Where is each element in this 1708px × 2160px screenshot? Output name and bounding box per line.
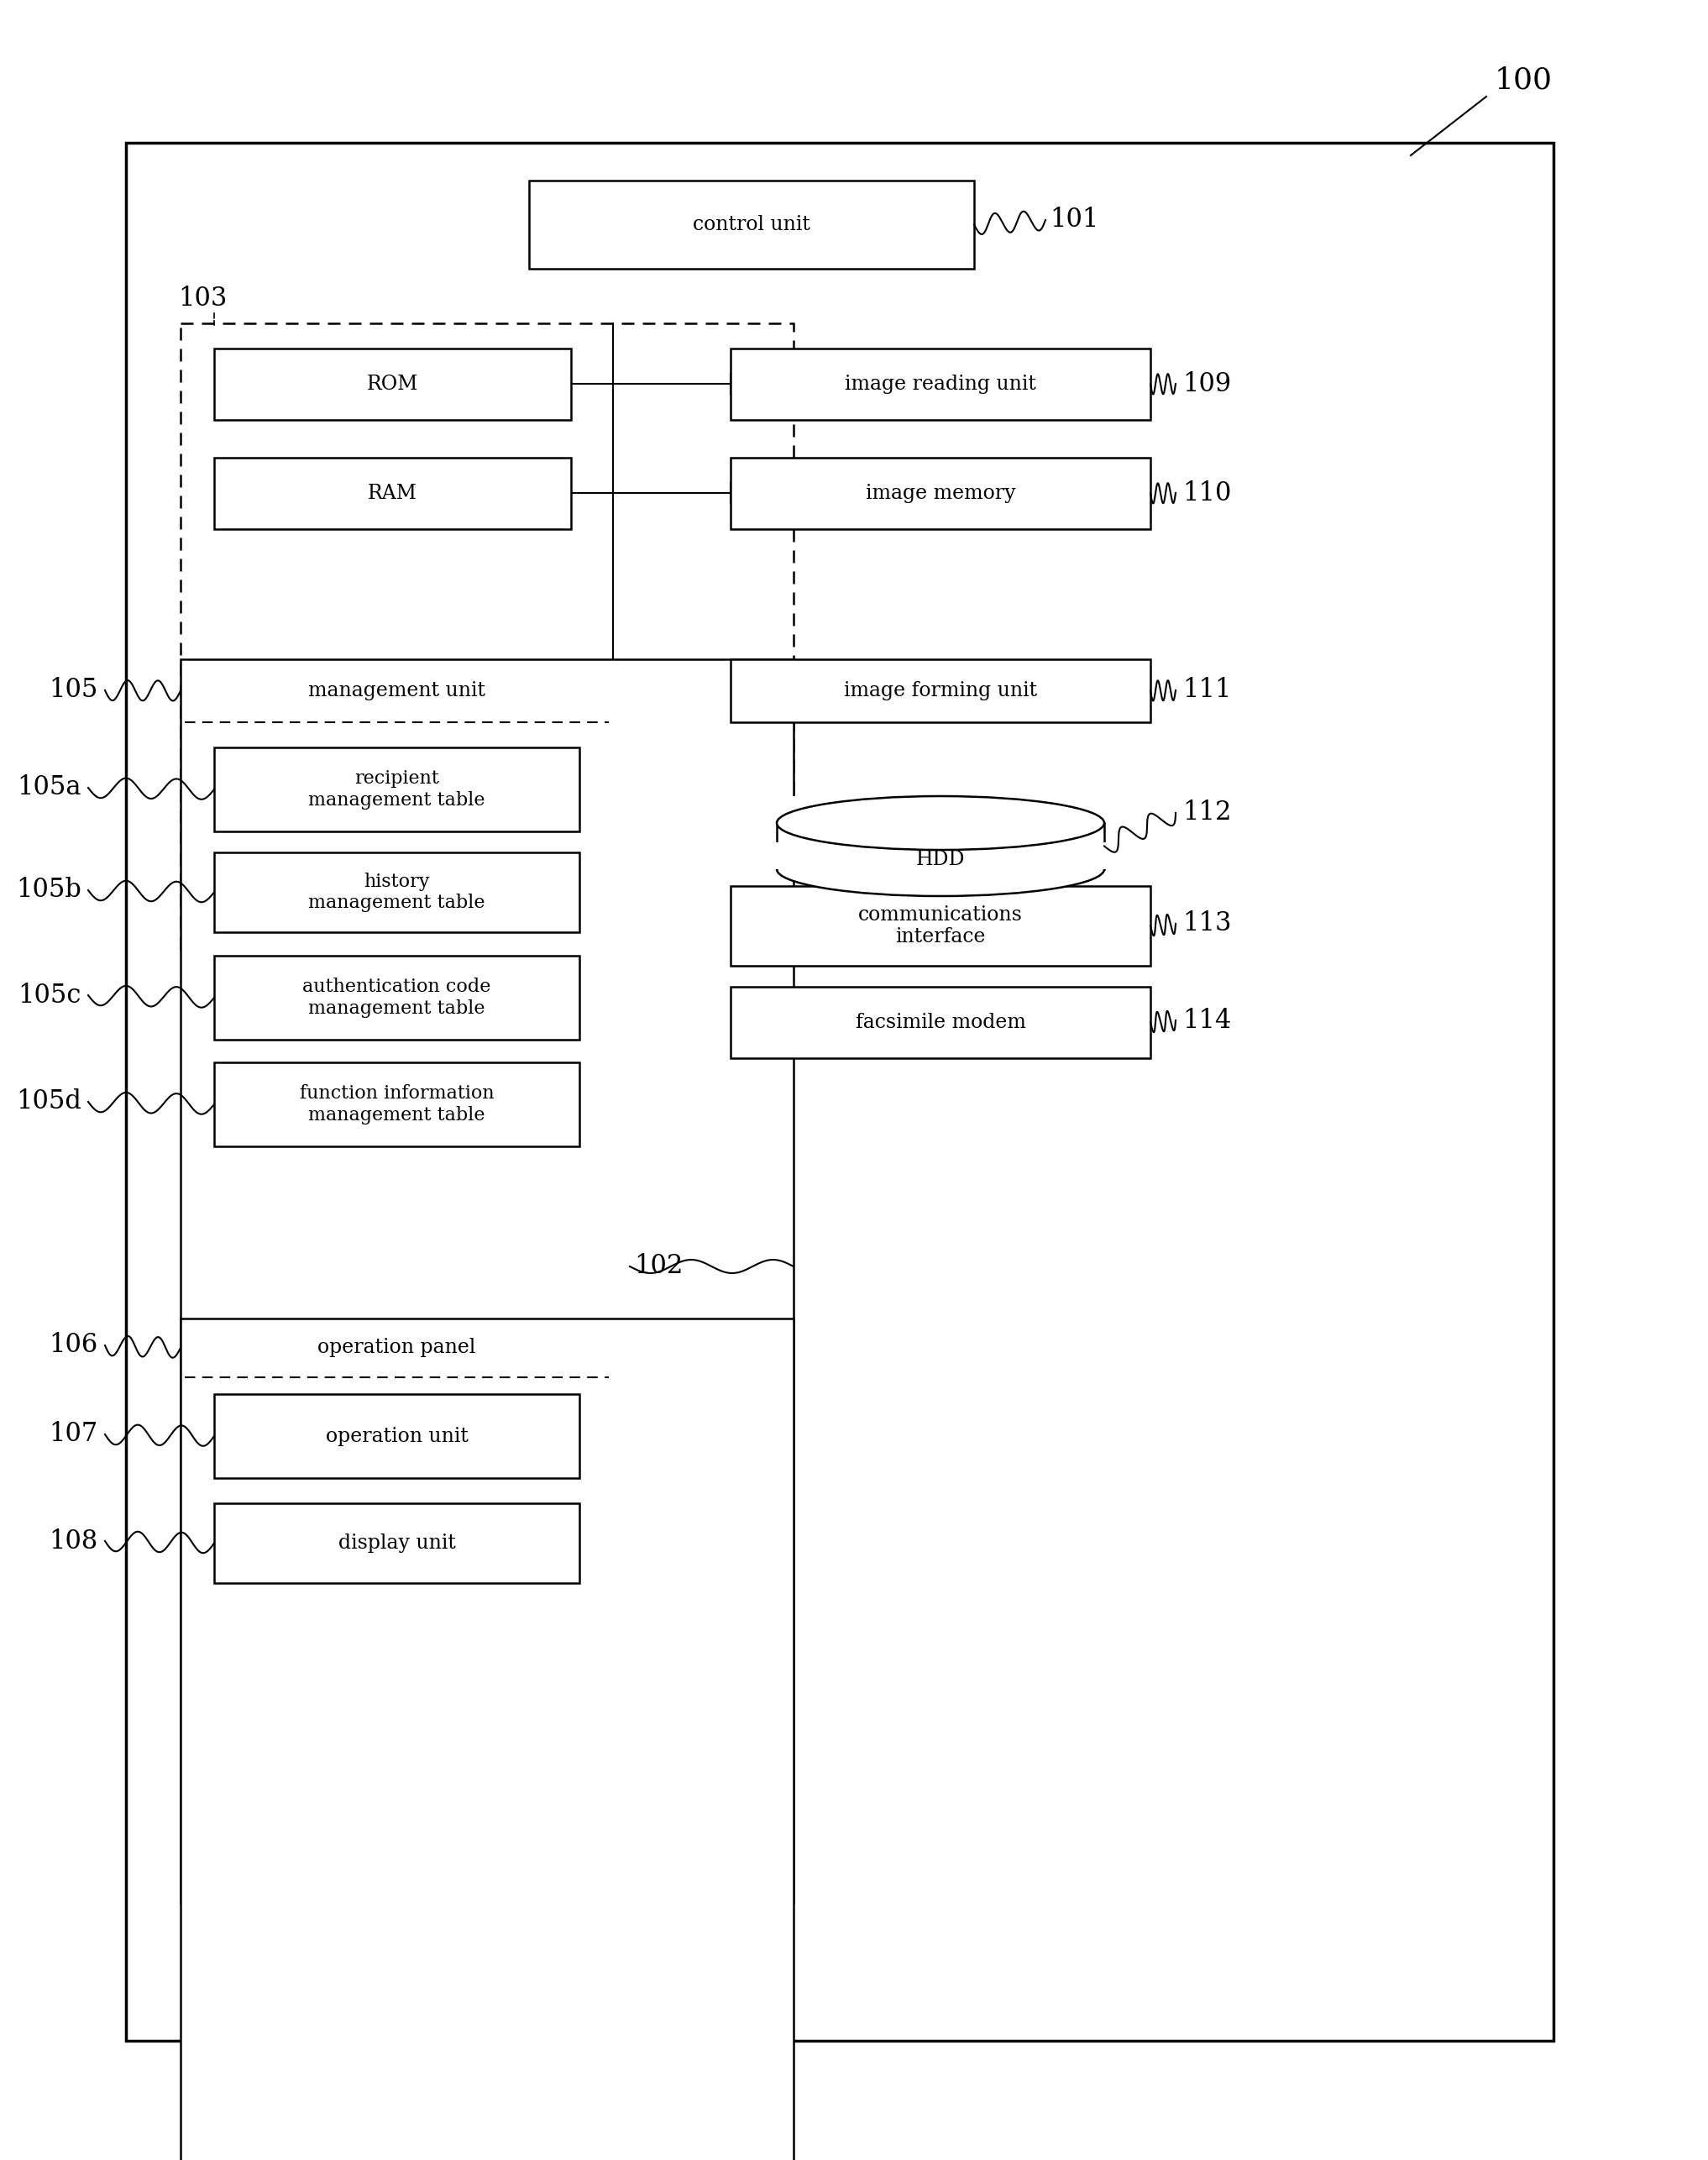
Text: 105d: 105d	[15, 1089, 82, 1115]
Bar	[214, 1503, 579, 1583]
Text: 114: 114	[1182, 1007, 1231, 1032]
Text: management unit: management unit	[307, 680, 485, 700]
Bar	[126, 143, 1554, 2041]
Bar	[214, 458, 570, 529]
Text: 105a: 105a	[17, 775, 82, 801]
Bar	[731, 348, 1151, 419]
Text: facsimile modem: facsimile modem	[856, 1013, 1027, 1032]
Text: image reading unit: image reading unit	[845, 374, 1037, 393]
Bar	[731, 886, 1151, 966]
Bar	[731, 458, 1151, 529]
Text: communications
interface: communications interface	[857, 905, 1023, 946]
Text: operation panel: operation panel	[318, 1339, 477, 1356]
Text: HDD: HDD	[915, 849, 965, 868]
Text: RAM: RAM	[367, 484, 417, 503]
Bar	[181, 659, 794, 1903]
Text: history
management table: history management table	[309, 873, 485, 912]
Text: 109: 109	[1182, 372, 1231, 397]
Ellipse shape	[777, 842, 1105, 896]
Text: 107: 107	[50, 1421, 99, 1447]
Text: 102: 102	[634, 1253, 683, 1279]
Text: 113: 113	[1182, 912, 1231, 937]
Bar	[775, 842, 1105, 868]
Text: display unit: display unit	[338, 1534, 456, 1553]
Bar	[214, 1393, 579, 1477]
Bar	[214, 348, 570, 419]
Ellipse shape	[777, 797, 1105, 849]
Bar	[529, 181, 974, 268]
Text: 103: 103	[178, 285, 227, 311]
Bar	[214, 853, 579, 933]
Bar	[214, 747, 579, 832]
Text: 110: 110	[1182, 480, 1231, 505]
Bar	[181, 324, 794, 957]
Text: 105c: 105c	[19, 983, 82, 1009]
Text: control unit: control unit	[693, 216, 810, 233]
Text: authentication code
management table: authentication code management table	[302, 978, 490, 1017]
Text: function information
management table: function information management table	[299, 1084, 494, 1123]
Text: 105b: 105b	[15, 877, 82, 903]
Bar	[777, 797, 1105, 868]
Text: image forming unit: image forming unit	[844, 680, 1037, 700]
Text: 111: 111	[1182, 678, 1231, 704]
Text: 108: 108	[50, 1527, 99, 1553]
Bar	[214, 955, 579, 1039]
Text: 100: 100	[1494, 65, 1553, 95]
Text: image memory: image memory	[866, 484, 1016, 503]
Bar	[731, 659, 1151, 721]
Bar	[181, 1318, 794, 2160]
Text: 101: 101	[1050, 207, 1098, 233]
Text: 106: 106	[50, 1333, 99, 1359]
Bar	[214, 1063, 579, 1147]
Text: ROM: ROM	[367, 374, 418, 393]
Text: recipient
management table: recipient management table	[309, 769, 485, 810]
Text: operation unit: operation unit	[326, 1426, 468, 1445]
Text: 105: 105	[50, 678, 99, 704]
Text: 112: 112	[1182, 799, 1231, 825]
Bar	[731, 987, 1151, 1058]
